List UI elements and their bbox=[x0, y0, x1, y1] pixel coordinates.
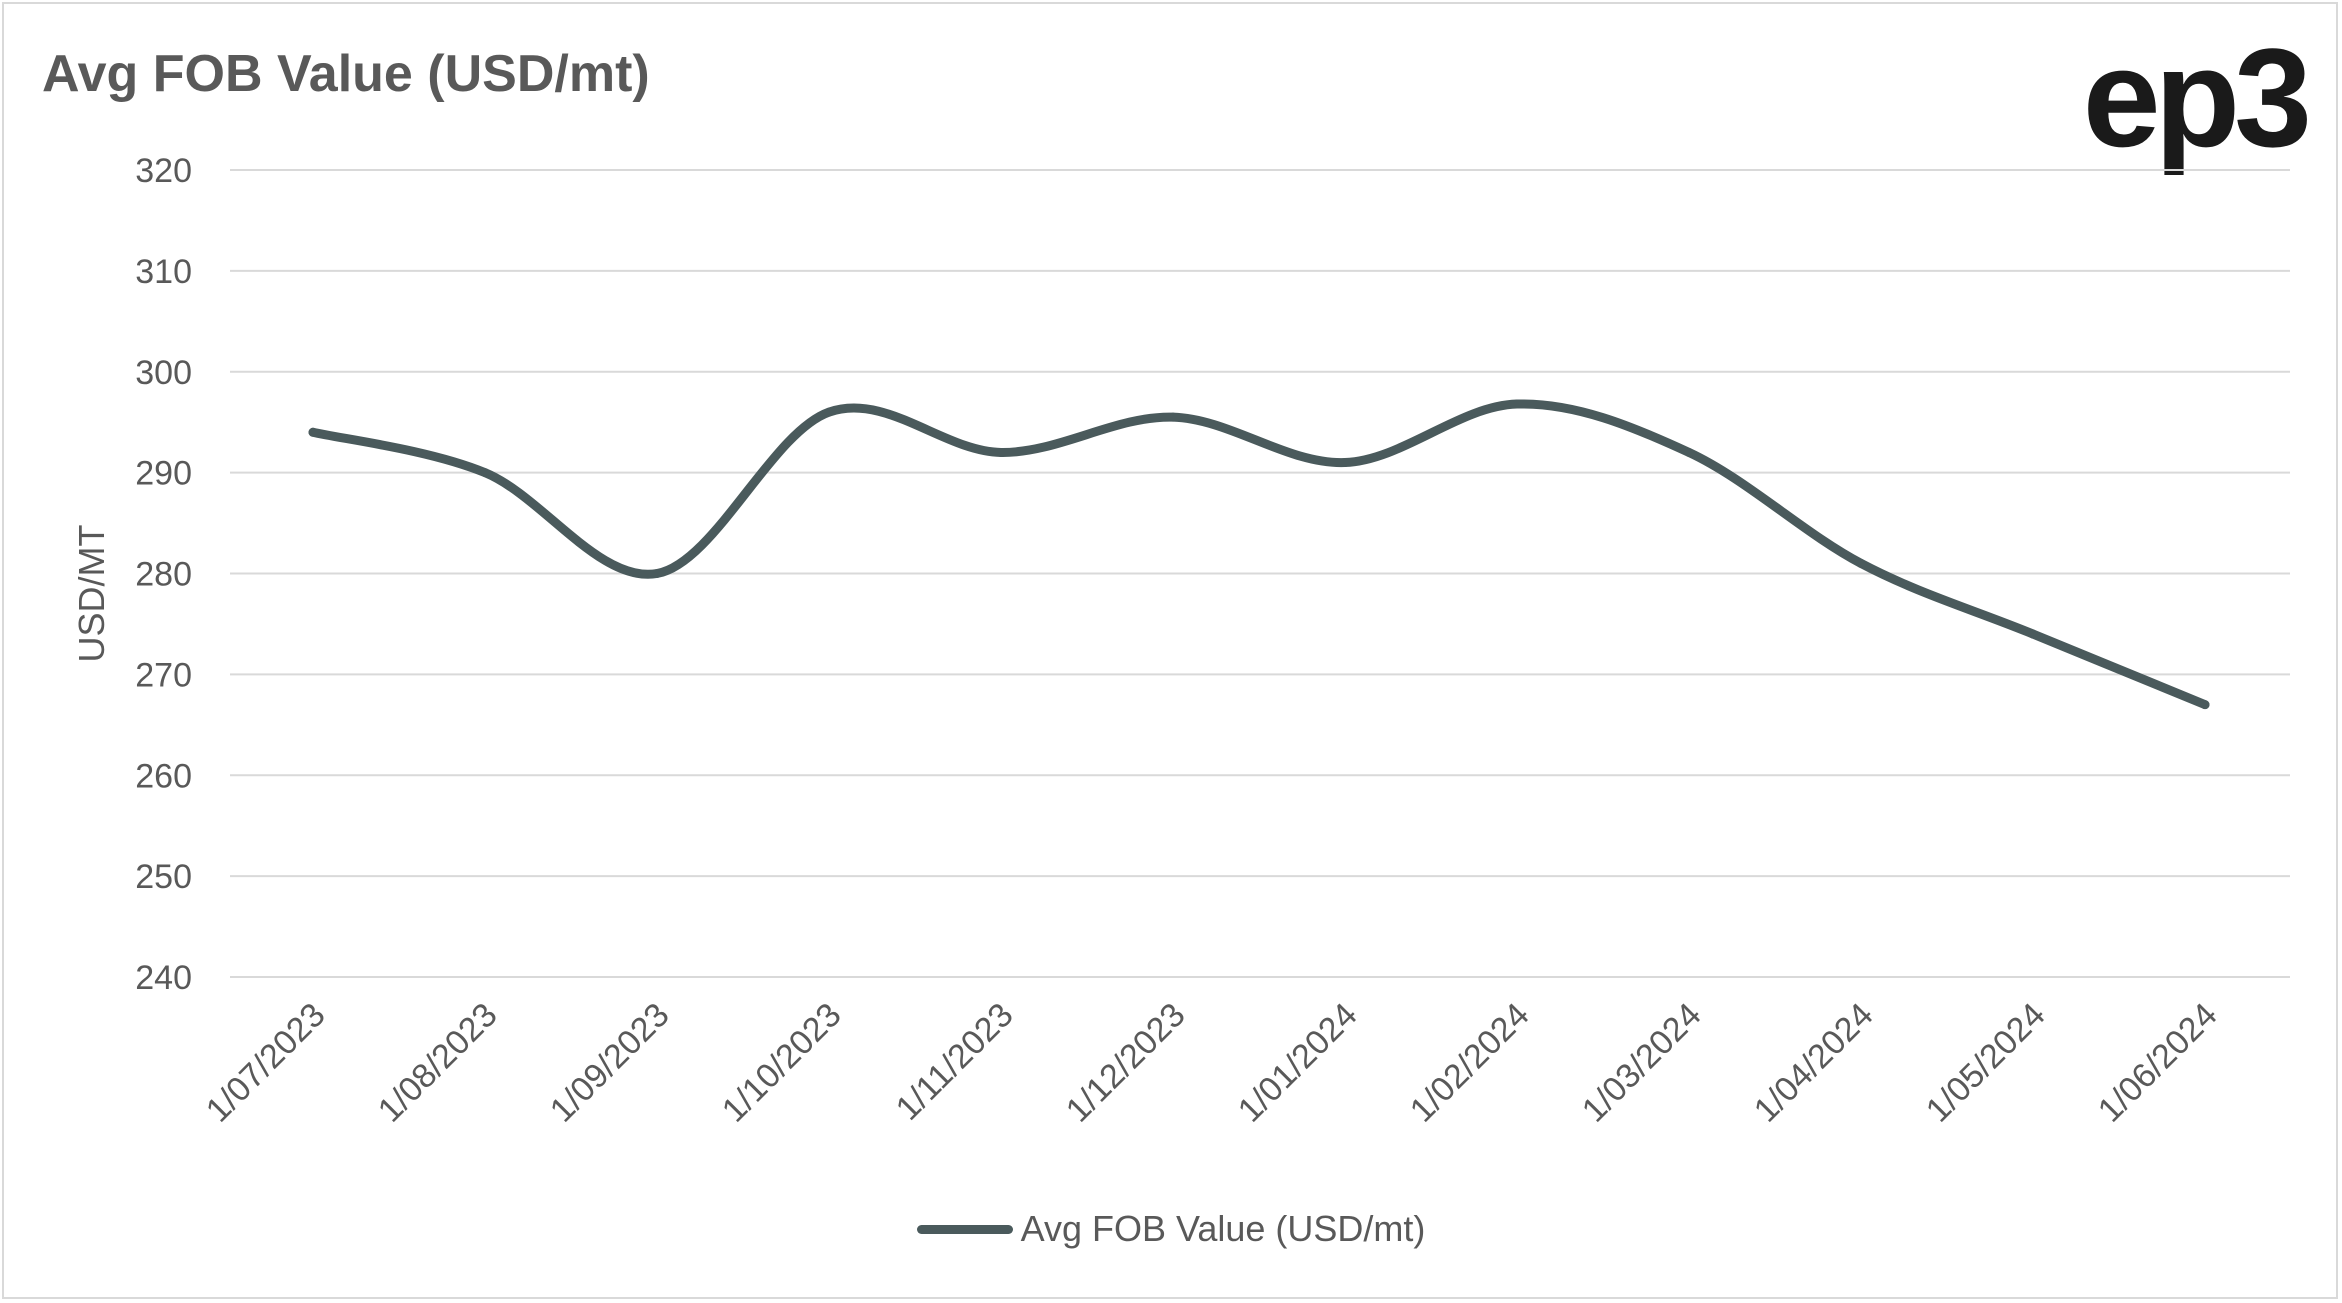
x-tick-label: 1/01/2024 bbox=[1231, 996, 1365, 1130]
x-tick-label: 1/08/2023 bbox=[371, 996, 505, 1130]
data-point bbox=[996, 447, 1006, 457]
data-point bbox=[308, 427, 318, 437]
legend-label: Avg FOB Value (USD/mt) bbox=[1020, 1208, 1426, 1249]
y-tick-label: 320 bbox=[135, 152, 192, 190]
data-point bbox=[1168, 412, 1178, 422]
x-tick-label: 1/03/2024 bbox=[1575, 996, 1709, 1130]
x-tick-label: 1/05/2024 bbox=[1919, 996, 2053, 1130]
data-point bbox=[480, 468, 490, 478]
y-tick-label: 250 bbox=[135, 858, 192, 896]
y-axis-title: USD/MT bbox=[71, 525, 112, 663]
y-tick-label: 290 bbox=[135, 455, 192, 493]
data-point bbox=[824, 407, 834, 417]
data-point bbox=[1512, 399, 1522, 409]
x-tick-label: 1/11/2023 bbox=[889, 996, 1021, 1128]
y-axis-tick-labels: 240 250 260 270 280 290 300 310 320 bbox=[135, 152, 192, 997]
data-point bbox=[652, 569, 662, 578]
data-point bbox=[2028, 629, 2038, 639]
x-axis-tick-labels: 1/07/2023 1/08/2023 1/09/2023 1/10/2023 1/11… bbox=[199, 996, 2225, 1130]
data-point bbox=[2200, 700, 2210, 710]
data-point bbox=[1340, 458, 1350, 468]
x-tick-label: 1/07/2023 bbox=[199, 996, 333, 1130]
y-tick-label: 280 bbox=[135, 556, 192, 594]
y-tick-label: 300 bbox=[135, 354, 192, 392]
y-tick-label: 270 bbox=[135, 656, 192, 694]
x-tick-label: 1/02/2024 bbox=[1403, 996, 1537, 1130]
legend-swatch bbox=[916, 1224, 1013, 1234]
series-layer bbox=[308, 399, 2210, 710]
x-tick-label: 1/10/2023 bbox=[715, 996, 849, 1130]
legend: Avg FOB Value (USD/mt) bbox=[0, 1208, 2342, 1250]
x-tick-label: 1/12/2023 bbox=[1059, 996, 1193, 1130]
y-tick-label: 240 bbox=[135, 959, 192, 997]
ep3-logo: ep3 bbox=[2082, 19, 2312, 176]
x-tick-label: 1/04/2024 bbox=[1747, 996, 1881, 1130]
gridlines bbox=[230, 169, 2290, 978]
data-point bbox=[1856, 558, 1866, 568]
y-tick-label: 310 bbox=[135, 253, 192, 291]
x-tick-label: 1/06/2024 bbox=[2091, 996, 2225, 1130]
series-line-0 bbox=[308, 399, 2210, 710]
chart-title: Avg FOB Value (USD/mt) bbox=[42, 45, 650, 103]
data-point bbox=[1684, 447, 1694, 457]
y-tick-label: 260 bbox=[135, 757, 192, 795]
x-tick-label: 1/09/2023 bbox=[543, 996, 677, 1130]
